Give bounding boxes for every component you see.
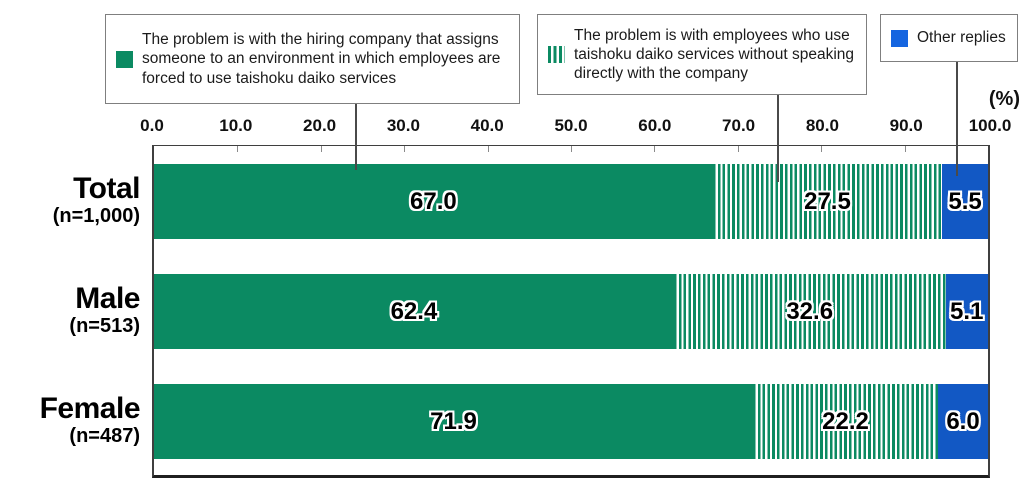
- row-n-label: (n=487): [69, 424, 140, 447]
- x-axis-labels: 0.0 10.0 20.0 30.0 40.0 50.0 60.0 70.0 80.0 90.0 1…: [140, 116, 1011, 140]
- bar-segment: 27.5: [712, 164, 943, 239]
- row-label-text: Male: [75, 282, 140, 316]
- x-tick-label: 60.0: [638, 116, 672, 135]
- bar-row-male: 62.4 32.6 5.1: [154, 274, 988, 349]
- bar-value-label: 62.4: [390, 297, 438, 325]
- bar-value-label: 67.0: [410, 187, 457, 215]
- x-tick-label: 0.0: [140, 116, 164, 135]
- row-label-text: Total: [73, 172, 140, 206]
- plot-area: 67.0 27.5 5.5 62.4 32.6 5.1 71.9 22.2 6.0: [152, 145, 990, 478]
- tick-mark: [821, 146, 823, 152]
- row-label-total: Total (n=1,000): [0, 163, 146, 238]
- bar-segment: 6.0: [938, 384, 988, 459]
- bar-value-label: 5.1: [950, 297, 984, 325]
- bar-segment: 62.4: [154, 274, 674, 349]
- bar-value-label: 6.0: [946, 407, 980, 435]
- row-n-label: (n=513): [69, 314, 140, 337]
- x-tick-label: 30.0: [386, 116, 420, 135]
- bar-value-label: 5.5: [948, 187, 982, 215]
- bar-value-label: 71.9: [430, 407, 477, 435]
- tick-mark: [654, 146, 656, 152]
- tick-mark: [237, 146, 239, 152]
- row-n-label: (n=1,000): [52, 204, 140, 227]
- legend-item-other-replies: Other replies: [880, 14, 1018, 62]
- solid-blue-swatch-icon: [891, 29, 908, 47]
- x-tick-label: 100.0: [968, 116, 1012, 135]
- row-label-text: Female: [39, 392, 141, 426]
- x-tick-label: 20.0: [303, 116, 337, 135]
- tick-mark: [737, 146, 739, 152]
- bar-row-total: 67.0 27.5 5.5: [154, 164, 988, 239]
- x-tick-label: 90.0: [889, 116, 923, 135]
- legend-label: The problem is with employees who use ta…: [574, 26, 855, 83]
- tick-mark: [320, 146, 322, 152]
- legend-label: Other replies: [917, 29, 1006, 47]
- percent-unit-label: (%): [988, 88, 1020, 110]
- bar-value-label: 22.2: [822, 407, 869, 435]
- bar-segment: 71.9: [154, 384, 754, 459]
- bar-row-female: 71.9 22.2 6.0: [154, 384, 988, 459]
- bar-segment: 22.2: [753, 384, 939, 459]
- legend-item-employees: The problem is with employees who use ta…: [537, 14, 867, 95]
- bar-segment: 67.0: [154, 164, 713, 239]
- tick-mark: [571, 146, 572, 152]
- row-label-male: Male (n=513): [0, 273, 146, 348]
- x-tick-label: 80.0: [805, 116, 839, 135]
- bar-segment: 32.6: [673, 274, 946, 349]
- tick-mark: [487, 146, 489, 152]
- solid-green-swatch-icon: [116, 50, 133, 68]
- legend-leader-line: [355, 104, 357, 170]
- legend-leader-line: [956, 62, 958, 176]
- x-tick-label: 40.0: [470, 116, 504, 135]
- striped-green-swatch-icon: [548, 46, 565, 63]
- x-tick-label: 10.0: [219, 116, 253, 135]
- tick-mark: [904, 146, 906, 152]
- bar-segment: 5.5: [942, 164, 988, 239]
- legend-label: The problem is with the hiring company t…: [142, 31, 501, 87]
- bar-segment: 5.1: [945, 274, 988, 349]
- legend-item-hiring-company: The problem is with the hiring company t…: [105, 14, 520, 104]
- bar-value-label: 27.5: [804, 187, 851, 215]
- row-label-female: Female (n=487): [0, 383, 146, 458]
- x-tick-label: 70.0: [722, 116, 756, 135]
- bar-value-label: 32.6: [786, 297, 834, 325]
- legend-leader-line: [777, 95, 779, 182]
- tick-mark: [404, 146, 406, 152]
- x-tick-label: 50.0: [554, 116, 588, 135]
